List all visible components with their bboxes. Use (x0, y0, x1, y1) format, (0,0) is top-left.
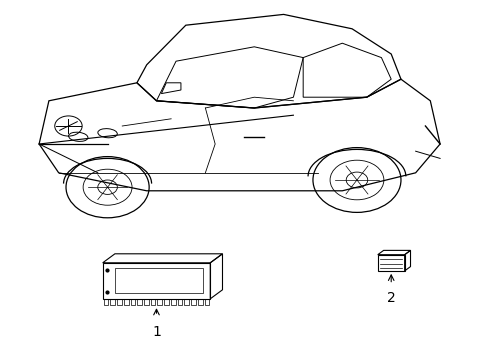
Text: 1: 1 (152, 325, 161, 339)
Text: 2: 2 (386, 291, 395, 305)
